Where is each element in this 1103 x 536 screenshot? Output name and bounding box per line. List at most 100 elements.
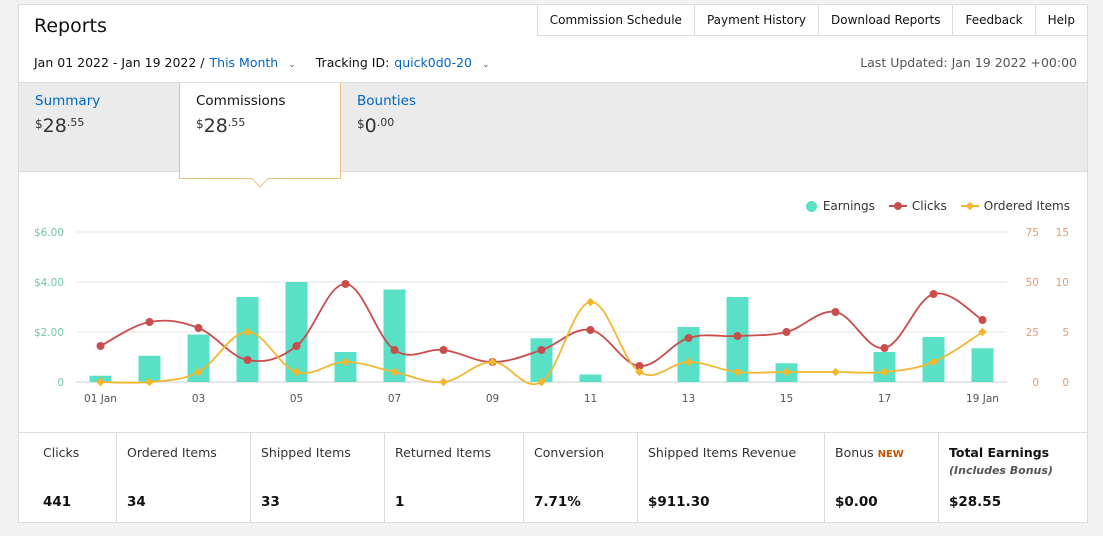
stat-label: Bonus NEW [835,445,928,460]
chevron-down-icon: ⌄ [481,60,490,70]
x-tick-label: 11 [584,393,597,405]
clicks-point [537,346,546,354]
currency-symbol: $ [357,117,365,131]
ordered-items-point [292,367,301,377]
chart-legend: Earnings Clicks Ordered Items [792,199,1070,213]
ordered-items-point [390,367,399,377]
legend-label: Earnings [822,199,875,213]
clicks-point [243,356,252,364]
stat-value: $28.55 [949,494,1002,510]
ordered-items-point [586,297,595,307]
tab-commissions[interactable]: Commissions $28.55 [179,83,341,179]
earnings-bar [579,374,602,382]
earnings-bar [236,297,259,382]
stat-value: 33 [261,494,280,510]
amount-whole: 28 [42,115,67,137]
earnings-bar [530,338,553,382]
top-nav: Commission Schedule Payment History Down… [536,5,1087,36]
earnings-bar [383,289,406,382]
currency-symbol: $ [35,117,43,131]
stat-value: $911.30 [648,494,710,510]
earnings-bar [334,352,357,382]
ordered-items-point [684,357,693,367]
chevron-down-icon: ⌄ [288,60,296,70]
y-left-tick-label: $6.00 [34,227,64,239]
ordered-items-swatch-icon [960,201,979,211]
amount-cents: .55 [227,116,246,129]
payment-history-link[interactable]: Payment History [693,5,818,35]
tracking-id-dropdown[interactable]: quick0d0-20 ⌄ [394,55,489,70]
amount-cents: .55 [66,116,85,129]
ordered-items-point [635,367,644,377]
earnings-bar [285,282,308,382]
ordered-items-point [488,357,497,367]
earnings-bar [187,334,210,382]
filter-bar: Jan 01 2022 - Jan 19 2022 / This Month ⌄… [34,55,490,70]
ordered-items-point [978,327,987,337]
x-tick-label: 01 Jan [84,393,117,405]
clicks-point [831,308,840,316]
clicks-point [341,280,350,288]
clicks-point [782,328,791,336]
tab-summary[interactable]: Summary $28.55 [19,83,179,172]
tab-value: $28.55 [196,115,324,137]
stat-ordered-items: Ordered Items 34 [116,433,250,523]
help-link[interactable]: Help [1034,5,1087,35]
tab-label: Commissions [196,93,286,109]
y-right-items-tick-label: 15 [1056,227,1069,239]
y-right-clicks-tick-label: 0 [1032,377,1039,389]
stat-label: Returned Items [395,445,492,460]
x-tick-label: 15 [780,393,793,405]
ordered-items-point [733,367,742,377]
ordered-items-point [194,367,203,377]
stat-returned-items: Returned Items 1 [384,433,523,523]
x-tick-label: 05 [290,393,303,405]
ordered-items-point [243,327,252,337]
tab-label: Summary [35,93,101,109]
x-tick-label: 03 [192,393,205,405]
x-tick-label: 09 [486,393,499,405]
stat-label: Ordered Items [127,445,217,460]
clicks-swatch-icon [888,201,907,211]
clicks-point [929,290,938,298]
clicks-point [390,346,399,354]
earnings-bar [971,348,994,382]
stat-sublabel: (Includes Bonus) [949,464,1053,477]
stat-value: 34 [127,494,146,510]
clicks-point [194,324,203,332]
download-reports-link[interactable]: Download Reports [817,5,953,35]
stat-value: 1 [395,494,405,510]
tab-bounties[interactable]: Bounties $0.00 [341,83,501,172]
stat-clicks: Clicks 441 [19,433,116,523]
legend-earnings[interactable]: Earnings [805,199,875,213]
legend-clicks[interactable]: Clicks [888,199,947,213]
stat-value: $0.00 [835,494,878,510]
tab-value: $0.00 [357,115,485,137]
stat-total-earnings: Total Earnings (Includes Bonus) $28.55 [938,433,1087,523]
clicks-point [586,326,595,334]
reports-card: Reports Commission Schedule Payment Hist… [18,4,1088,523]
stats-bar: Clicks 441 Ordered Items 34 Shipped Item… [19,432,1087,523]
period-dropdown[interactable]: This Month ⌄ [210,55,296,70]
y-right-items-tick-label: 5 [1062,327,1069,339]
legend-ordered-items[interactable]: Ordered Items [960,199,1070,213]
clicks-point [733,332,742,340]
earnings-bar [138,355,161,382]
y-right-clicks-tick-label: 50 [1026,277,1039,289]
clicks-point [684,334,693,342]
stat-value: 7.71% [534,494,581,510]
feedback-link[interactable]: Feedback [952,5,1034,35]
clicks-point [880,344,889,352]
stat-bonus: Bonus NEW $0.00 [824,433,938,523]
bonus-label: Bonus [835,445,874,460]
ordered-items-point [439,377,448,387]
amount-whole: 28 [203,115,228,137]
x-tick-label: 19 Jan [966,393,999,405]
ordered-items-point [145,377,154,387]
stat-shipped-items: Shipped Items 33 [250,433,384,523]
commission-schedule-link[interactable]: Commission Schedule [549,13,682,27]
clicks-point [978,316,987,324]
ordered-items-point [537,377,546,387]
x-tick-label: 07 [388,393,401,405]
stat-label: Total Earnings [949,445,1050,460]
